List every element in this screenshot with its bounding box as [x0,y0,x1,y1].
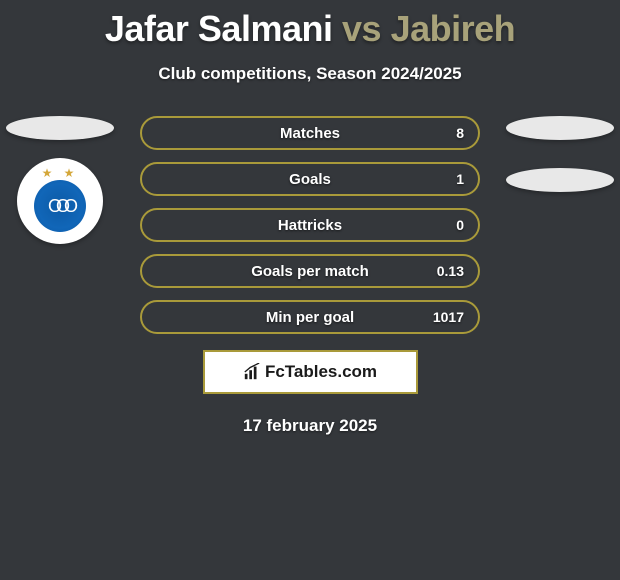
stat-value: 8 [456,125,464,141]
stat-label: Hattricks [278,217,342,234]
brand-box[interactable]: FcTables.com [203,350,418,394]
stat-label: Goals per match [251,263,369,280]
player1-name: Jafar Salmani [105,8,333,49]
stat-row-goals-per-match: Goals per match 0.13 [140,254,480,288]
vs-text: vs [342,8,381,49]
stat-value: 1017 [433,309,464,325]
stat-label: Matches [280,125,340,142]
left-column: ★ ★ OOO [0,116,120,244]
stat-label: Min per goal [266,309,354,326]
subtitle: Club competitions, Season 2024/2025 [0,64,620,84]
stats-list: Matches 8 Goals 1 Hattricks 0 Goals per … [140,116,480,334]
stat-row-goals: Goals 1 [140,162,480,196]
stat-row-min-per-goal: Min per goal 1017 [140,300,480,334]
player1-photo-placeholder [6,116,114,140]
club-logo-loops: OOO [48,196,72,217]
comparison-title: Jafar Salmani vs Jabireh [0,0,620,50]
brand-text: FcTables.com [265,362,377,382]
club-logo-ring: OOO [34,180,86,232]
right-column [500,116,620,192]
stat-label: Goals [289,171,331,188]
stat-value: 0 [456,217,464,233]
club-logo-stars: ★ ★ [17,166,103,180]
player2-name: Jabireh [391,8,516,49]
player1-club-logo: ★ ★ OOO [17,158,103,244]
stat-row-matches: Matches 8 [140,116,480,150]
stat-row-hattricks: Hattricks 0 [140,208,480,242]
player2-photo-placeholder [506,116,614,140]
stat-value: 1 [456,171,464,187]
player2-club-placeholder [506,168,614,192]
chart-icon [243,363,261,381]
footer-date: 17 february 2025 [0,416,620,436]
content-area: ★ ★ OOO Matches 8 Goals 1 Hattricks 0 Go… [0,116,620,436]
stat-value: 0.13 [437,263,464,279]
